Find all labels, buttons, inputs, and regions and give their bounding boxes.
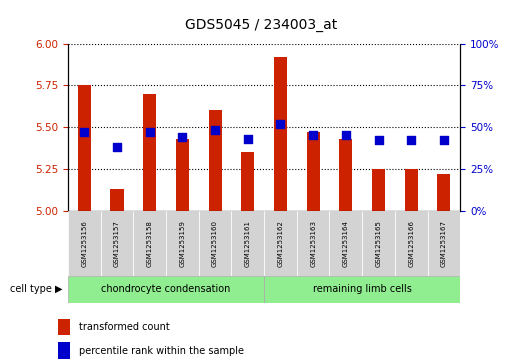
Bar [339, 139, 353, 211]
Text: chondrocyte condensation: chondrocyte condensation [101, 285, 231, 294]
Text: GSM1253158: GSM1253158 [147, 220, 153, 267]
Point [309, 132, 317, 138]
Bar [143, 94, 156, 211]
Bar [100, 211, 133, 276]
Bar [241, 152, 254, 211]
Bar [209, 110, 222, 211]
Bar [437, 174, 450, 211]
Text: percentile rank within the sample: percentile rank within the sample [79, 346, 244, 356]
Text: transformed count: transformed count [79, 322, 170, 332]
Text: cell type ▶: cell type ▶ [10, 285, 63, 294]
Bar [78, 85, 91, 211]
Bar [306, 132, 320, 211]
Point [178, 134, 187, 140]
Bar [176, 139, 189, 211]
Bar [264, 211, 297, 276]
Point [113, 144, 121, 150]
Bar [405, 169, 418, 211]
Point [342, 132, 350, 138]
Bar [166, 211, 199, 276]
Text: GSM1253167: GSM1253167 [441, 220, 447, 267]
Point [374, 138, 383, 143]
Bar [297, 211, 329, 276]
Bar [68, 276, 264, 303]
Text: GSM1253160: GSM1253160 [212, 220, 218, 267]
Bar [362, 211, 395, 276]
Text: remaining limb cells: remaining limb cells [313, 285, 412, 294]
Text: GSM1253159: GSM1253159 [179, 220, 185, 267]
Text: GSM1253156: GSM1253156 [82, 220, 87, 267]
Bar [110, 189, 123, 211]
Text: GSM1253164: GSM1253164 [343, 220, 349, 267]
Text: GDS5045 / 234003_at: GDS5045 / 234003_at [185, 19, 338, 32]
Text: GSM1253162: GSM1253162 [278, 220, 283, 267]
Bar [68, 211, 100, 276]
Point [244, 136, 252, 142]
Bar [133, 211, 166, 276]
Text: GSM1253165: GSM1253165 [376, 220, 381, 267]
Bar [199, 211, 231, 276]
Point [80, 129, 88, 135]
Point [407, 138, 415, 143]
Bar [329, 211, 362, 276]
Text: GSM1253157: GSM1253157 [114, 220, 120, 267]
Text: GSM1253163: GSM1253163 [310, 220, 316, 267]
Point [145, 129, 154, 135]
Bar [395, 211, 428, 276]
Bar [231, 211, 264, 276]
Text: GSM1253166: GSM1253166 [408, 220, 414, 267]
Bar [428, 211, 460, 276]
Point [276, 121, 285, 127]
Bar [58, 319, 70, 335]
Bar [58, 342, 70, 359]
Text: GSM1253161: GSM1253161 [245, 220, 251, 267]
Bar [264, 276, 460, 303]
Bar [274, 57, 287, 211]
Point [211, 127, 219, 133]
Point [440, 138, 448, 143]
Bar [372, 169, 385, 211]
